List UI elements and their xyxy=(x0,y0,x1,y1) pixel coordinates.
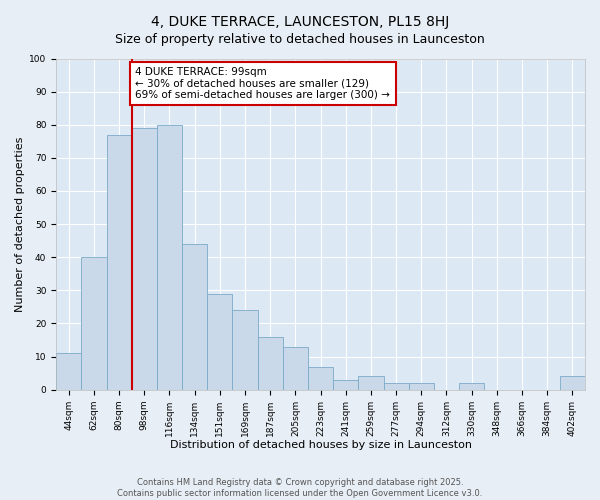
Bar xyxy=(308,366,333,390)
Bar xyxy=(333,380,358,390)
Bar xyxy=(207,294,232,390)
Bar xyxy=(56,354,82,390)
Bar xyxy=(283,346,308,390)
Bar xyxy=(107,134,131,390)
Bar xyxy=(182,244,207,390)
Text: 4 DUKE TERRACE: 99sqm
← 30% of detached houses are smaller (129)
69% of semi-det: 4 DUKE TERRACE: 99sqm ← 30% of detached … xyxy=(136,67,391,100)
Text: 4, DUKE TERRACE, LAUNCESTON, PL15 8HJ: 4, DUKE TERRACE, LAUNCESTON, PL15 8HJ xyxy=(151,15,449,29)
Bar xyxy=(257,336,283,390)
X-axis label: Distribution of detached houses by size in Launceston: Distribution of detached houses by size … xyxy=(170,440,472,450)
Bar xyxy=(409,383,434,390)
Text: Size of property relative to detached houses in Launceston: Size of property relative to detached ho… xyxy=(115,32,485,46)
Bar xyxy=(383,383,409,390)
Bar xyxy=(358,376,383,390)
Bar xyxy=(131,128,157,390)
Bar xyxy=(459,383,484,390)
Y-axis label: Number of detached properties: Number of detached properties xyxy=(15,136,25,312)
Bar xyxy=(82,257,107,390)
Bar xyxy=(157,124,182,390)
Text: Contains HM Land Registry data © Crown copyright and database right 2025.
Contai: Contains HM Land Registry data © Crown c… xyxy=(118,478,482,498)
Bar xyxy=(232,310,257,390)
Bar xyxy=(560,376,585,390)
